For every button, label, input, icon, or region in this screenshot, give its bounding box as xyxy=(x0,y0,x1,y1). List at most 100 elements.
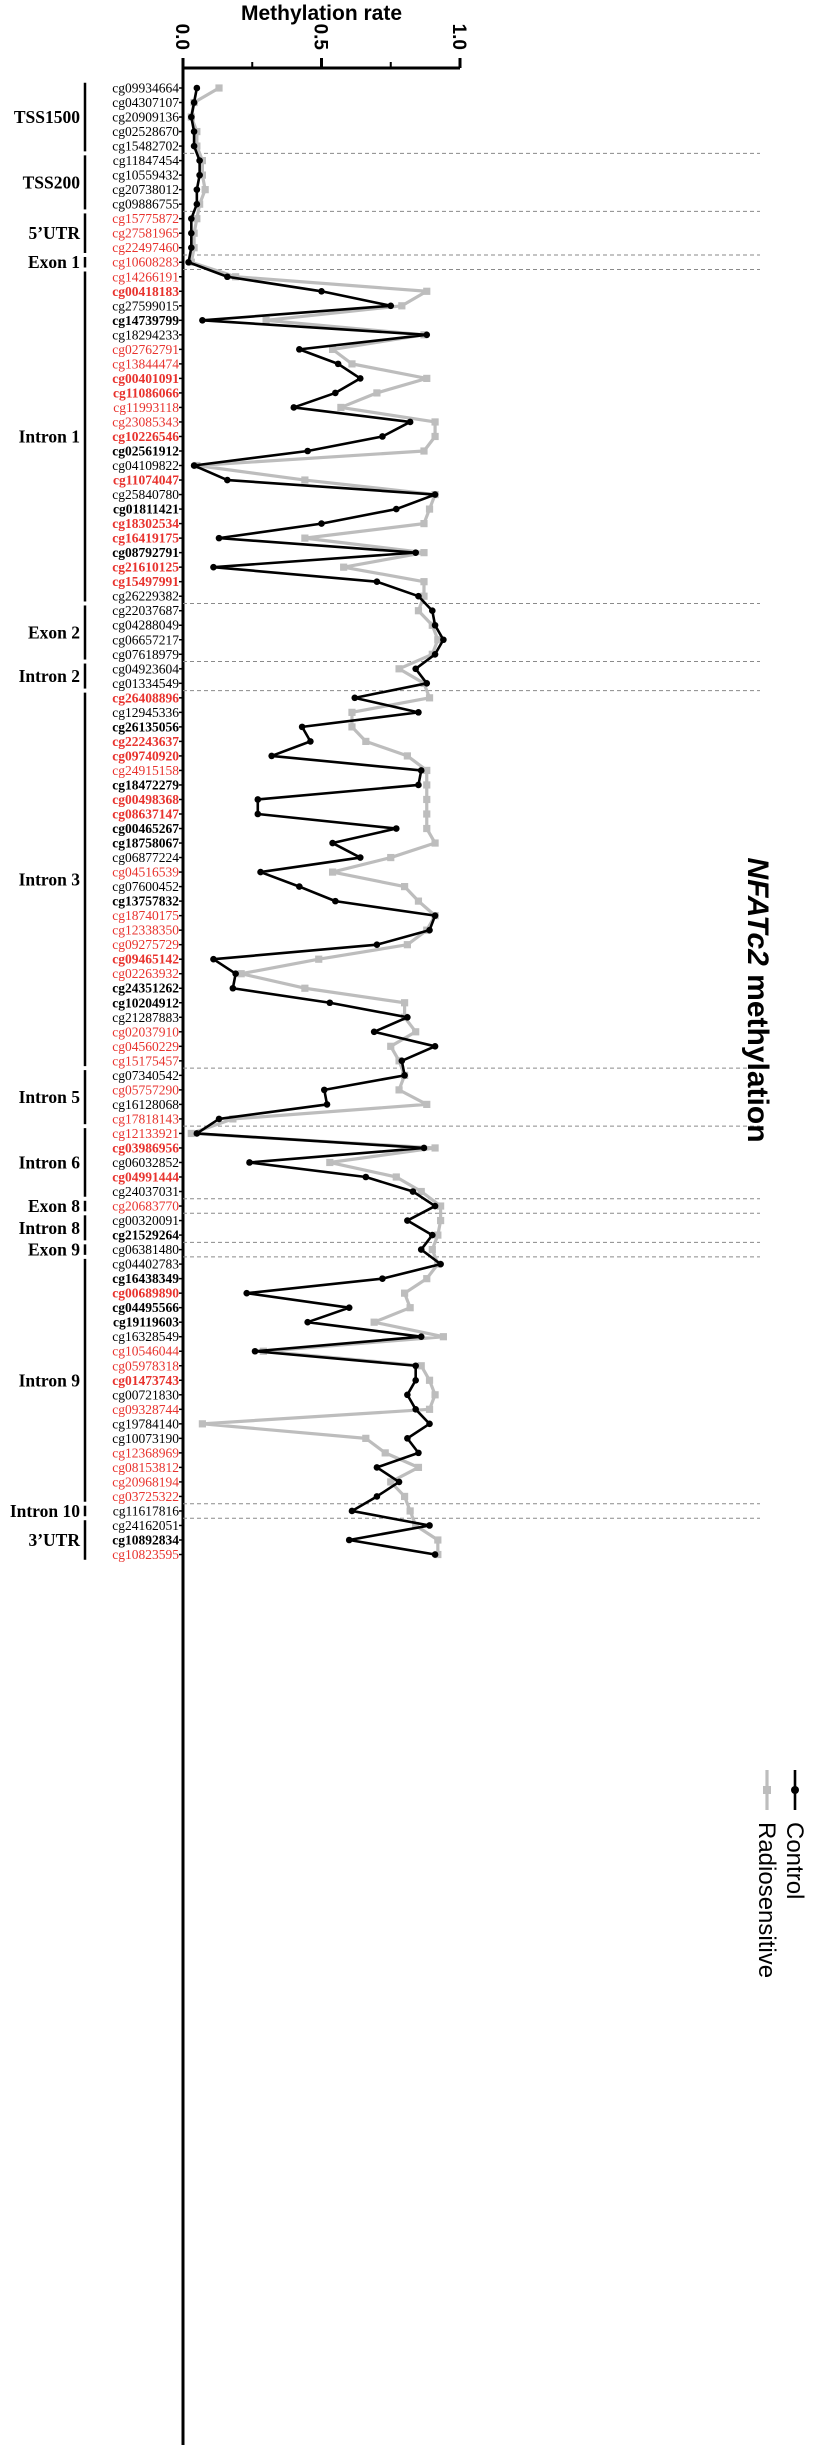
probe-label: cg03986956 xyxy=(112,1140,179,1155)
radiosensitive-point xyxy=(381,1449,389,1457)
probe-label: cg15175457 xyxy=(112,1053,179,1068)
control-point xyxy=(412,1406,419,1413)
radiosensitive-point xyxy=(348,723,356,731)
control-point xyxy=(268,752,275,760)
radiosensitive-point xyxy=(395,1086,403,1094)
radiosensitive-point xyxy=(425,1405,434,1413)
control-point xyxy=(412,549,419,556)
probe-label: cg20738012 xyxy=(112,182,179,197)
probe-label: cg00721830 xyxy=(112,1387,179,1402)
probe-label: cg25840780 xyxy=(112,487,179,502)
radiosensitive-point xyxy=(387,853,395,862)
radiosensitive-point xyxy=(423,824,431,833)
probe-label: cg09886755 xyxy=(112,197,179,212)
region-label: Intron 8 xyxy=(19,1218,81,1238)
probe-label: cg18758067 xyxy=(112,836,179,851)
radiosensitive-point xyxy=(423,781,431,789)
control-point xyxy=(373,578,381,585)
control-point xyxy=(379,433,386,440)
probe-label: cg20909136 xyxy=(112,110,179,125)
probe-label: cg10559432 xyxy=(112,168,179,183)
radiosensitive-point xyxy=(420,592,428,600)
probe-label: cg10226546 xyxy=(112,429,179,444)
control-point xyxy=(362,1173,370,1181)
control-point xyxy=(320,1086,328,1094)
probe-label: cg21287883 xyxy=(112,1010,179,1025)
control-point xyxy=(412,665,419,673)
region-label: Intron 3 xyxy=(19,869,81,889)
control-point xyxy=(404,1391,411,1399)
radiosensitive-point xyxy=(301,534,309,542)
control-point xyxy=(243,1289,251,1297)
probe-label: cg01334549 xyxy=(112,676,179,691)
radiosensitive-point xyxy=(423,810,431,818)
radiosensitive-point xyxy=(431,418,439,426)
radiosensitive-point xyxy=(437,1216,445,1225)
probe-label: cg04109822 xyxy=(112,458,179,473)
radiosensitive-point xyxy=(198,1420,206,1428)
radiosensitive-point xyxy=(423,766,431,775)
control-point xyxy=(188,244,195,252)
probe-label: cg12133921 xyxy=(112,1126,179,1141)
control-point xyxy=(196,171,203,179)
chart-title: NFATc2 methylation xyxy=(741,857,774,1142)
probe-label: cg09740920 xyxy=(112,748,179,763)
radiosensitive-point xyxy=(237,970,245,978)
region-label: Exon 2 xyxy=(28,623,80,643)
probe-label: cg16328549 xyxy=(112,1329,179,1344)
radiosensitive-point xyxy=(229,1115,237,1123)
probe-label: cg15482702 xyxy=(112,139,179,154)
control-point xyxy=(417,767,425,774)
control-point xyxy=(431,650,439,658)
radiosensitive-point xyxy=(201,186,209,194)
probe-label: cg10608283 xyxy=(112,255,179,270)
control-point xyxy=(395,1478,403,1486)
region-label: 3’UTR xyxy=(28,1530,80,1550)
radiosensitive-point xyxy=(412,1521,420,1530)
control-point xyxy=(345,1536,353,1544)
region-label: Intron 6 xyxy=(19,1152,81,1172)
probe-label: cg07618979 xyxy=(112,647,179,662)
radiosensitive-point xyxy=(362,1434,370,1442)
probe-label: cg24915158 xyxy=(112,763,179,778)
control-point xyxy=(188,229,195,237)
probe-label: cg12368969 xyxy=(112,1445,179,1460)
x-axis-title: Methylation rate xyxy=(241,2,402,25)
probe-label: cg02528670 xyxy=(112,124,179,139)
control-point xyxy=(323,1101,331,1108)
control-point xyxy=(193,200,201,208)
probe-label: cg18740175 xyxy=(112,908,179,923)
control-point xyxy=(437,1260,444,1268)
radiosensitive-point xyxy=(423,374,431,382)
radiosensitive-point xyxy=(406,1507,414,1515)
probe-label: cg21529264 xyxy=(112,1228,179,1243)
radiosensitive-point xyxy=(414,607,423,615)
radiosensitive-point xyxy=(348,360,356,368)
probe-label: cg26408896 xyxy=(112,690,179,705)
radiosensitive-point xyxy=(425,505,434,513)
radiosensitive-point xyxy=(423,287,431,295)
probe-label: cg16438349 xyxy=(112,1271,179,1286)
probe-label: cg02762791 xyxy=(112,342,179,357)
chart-title-rest: methylation xyxy=(741,966,774,1143)
control-point xyxy=(370,1028,378,1036)
x-tick-label: 1.0 xyxy=(448,24,469,50)
probe-label: cg04307107 xyxy=(112,95,179,110)
radiosensitive-point xyxy=(193,215,201,223)
probe-label: cg13844474 xyxy=(112,356,179,371)
region-label: 5’UTR xyxy=(28,223,80,243)
control-point xyxy=(431,491,439,498)
control-point xyxy=(431,912,439,919)
control-point xyxy=(345,1304,353,1311)
probe-label: cg12945336 xyxy=(112,705,179,720)
radiosensitive-point xyxy=(401,1289,409,1297)
probe-label: cg11086066 xyxy=(113,385,179,400)
control-point xyxy=(404,1217,411,1224)
radiosensitive-point xyxy=(425,694,434,702)
probe-label: cg09275729 xyxy=(112,937,179,952)
control-point xyxy=(290,404,298,411)
control-point xyxy=(318,287,325,295)
radiosensitive-point xyxy=(420,520,428,528)
control-point xyxy=(334,360,342,368)
